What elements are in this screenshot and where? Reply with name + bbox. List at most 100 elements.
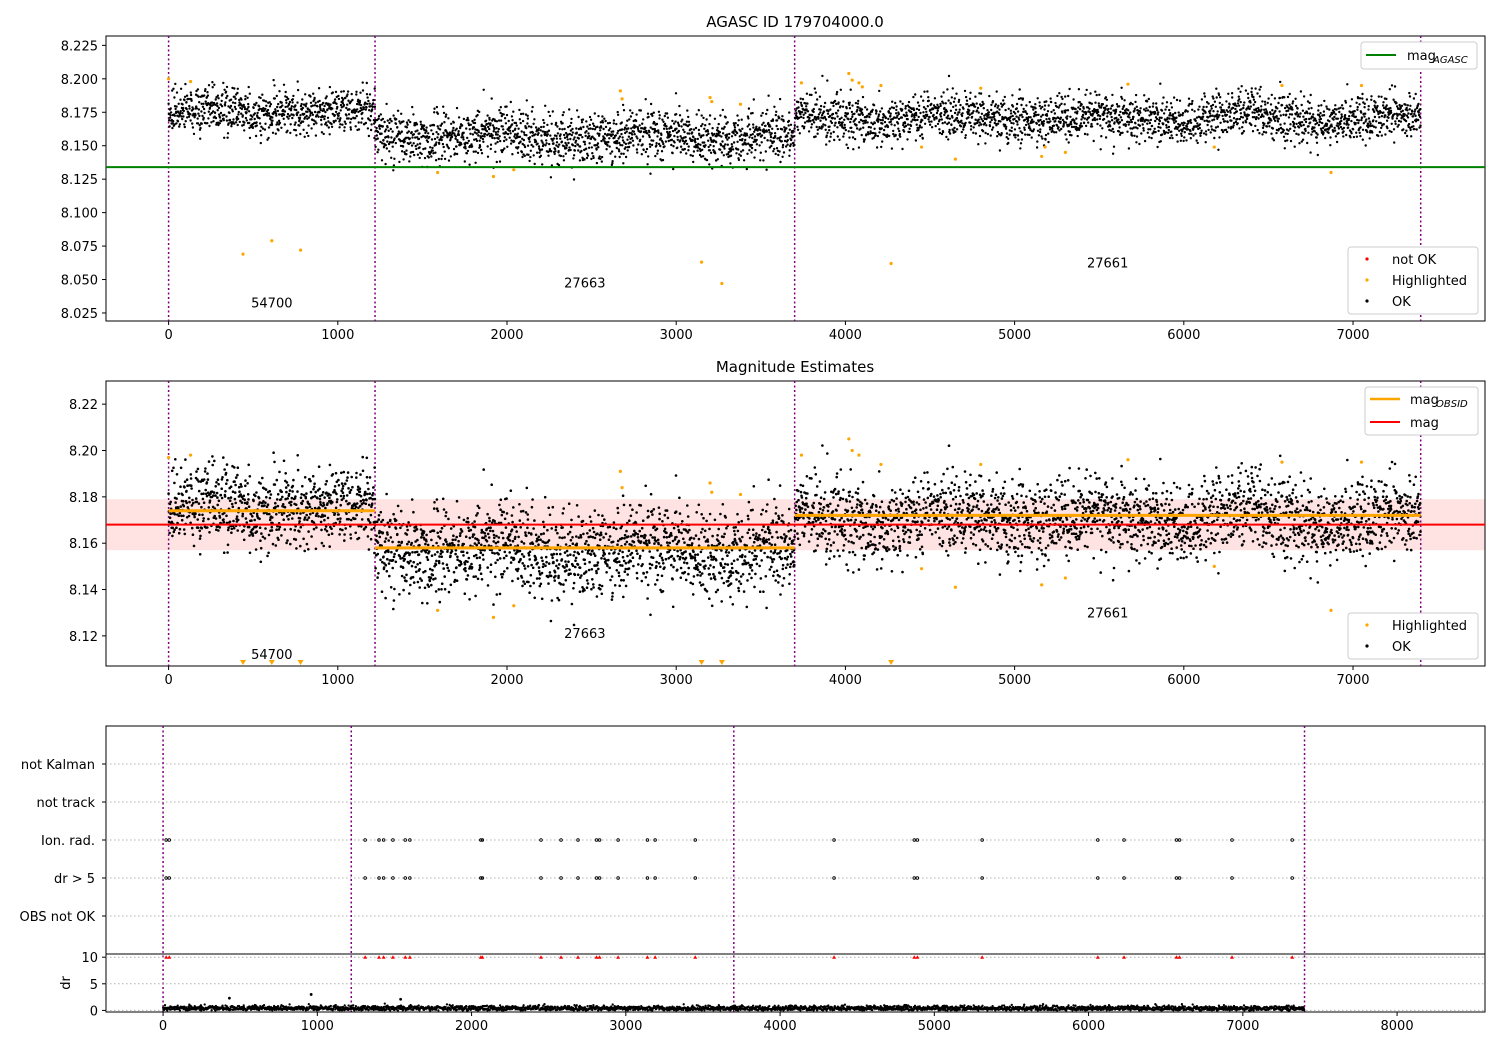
flag-point <box>1230 838 1234 842</box>
highlighted-point <box>620 97 624 101</box>
dr-clipped-marker <box>915 955 920 959</box>
y-tick-label: 8.14 <box>69 584 98 599</box>
highlighted-point <box>699 260 704 264</box>
flag-point <box>559 838 563 842</box>
x-tick-label: 2000 <box>455 1019 488 1034</box>
x-tick-label: 5000 <box>998 328 1031 343</box>
dr-clipped-marker <box>538 955 543 959</box>
flag-point <box>363 876 367 880</box>
flag-point <box>653 838 657 842</box>
x-tick-label: 1000 <box>321 328 354 343</box>
dr-clipped-marker <box>390 955 395 959</box>
flag-label-not-track: not track <box>36 796 95 811</box>
y-tick-label: 8.12 <box>69 630 98 645</box>
legend-mag-obsid-subscript: OBSID <box>1436 399 1468 410</box>
highlighted-point <box>708 481 712 485</box>
panel1-highlighted-points <box>167 71 1364 286</box>
dr-clipped-marker <box>381 955 386 959</box>
legend-mag-agasc-label: mag <box>1407 49 1436 64</box>
highlighted-point <box>298 248 303 252</box>
highlighted-point <box>241 252 245 256</box>
flag-point <box>403 876 407 880</box>
legend-mag-label: mag <box>1410 416 1439 431</box>
dr-clipped-marker <box>480 955 485 959</box>
out-of-range-marker <box>888 660 895 665</box>
flag-point <box>980 838 984 842</box>
highlighted-point <box>847 71 851 76</box>
highlighted-point <box>1329 170 1333 175</box>
flag-point <box>479 876 483 880</box>
x-tick-label: 3000 <box>609 1019 642 1034</box>
flag-point <box>480 838 485 842</box>
dr-clipped-marker <box>1122 955 1127 959</box>
highlighted-point <box>1063 150 1067 155</box>
x-tick-label: 5000 <box>918 1019 951 1034</box>
flag-point <box>539 838 543 842</box>
y-tick-label: 8.200 <box>61 73 98 88</box>
highlighted-point <box>919 567 924 571</box>
y-tick-label: 8.050 <box>61 274 98 289</box>
flag-point <box>479 838 483 842</box>
highlighted-point <box>491 174 496 179</box>
legend-highlighted-label: Highlighted <box>1392 274 1467 289</box>
highlighted-point <box>491 615 496 619</box>
panel1-obs-label-27661: 27661 <box>1087 256 1128 271</box>
flag-point <box>1122 838 1126 842</box>
panel1-obs-label-54700: 54700 <box>251 297 292 312</box>
x-tick-label: 0 <box>164 673 172 688</box>
flag-point <box>576 838 580 842</box>
highlighted-point <box>710 99 714 104</box>
flag-point <box>167 876 171 880</box>
flag-point <box>1177 876 1182 880</box>
highlighted-point <box>1043 145 1047 149</box>
dr-clipped-marker <box>559 955 564 959</box>
flag-point <box>164 838 168 842</box>
x-tick-label: 6000 <box>1167 328 1200 343</box>
x-tick-label: 8000 <box>1381 1019 1414 1034</box>
highlighted-point <box>189 79 193 84</box>
x-tick-label: 6000 <box>1167 673 1200 688</box>
panel1-title: AGASC ID 179704000.0 <box>706 13 884 31</box>
highlighted-point <box>953 157 957 161</box>
flag-point <box>693 838 697 842</box>
x-tick-label: 0 <box>159 1019 167 1034</box>
flag-point <box>391 876 395 880</box>
flag-label-ion-rad: Ion. rad. <box>41 834 95 849</box>
legend-mag-obsid-label: mag <box>1410 393 1439 408</box>
x-tick-label: 1000 <box>301 1019 334 1034</box>
y-tick-label: 8.16 <box>69 537 98 552</box>
panel2-obs-label-27661: 27661 <box>1087 606 1128 621</box>
highlighted-point <box>270 239 274 243</box>
dr-clipped-marker <box>1230 955 1235 959</box>
x-tick-label: 4000 <box>764 1019 797 1034</box>
x-tick-label: 4000 <box>829 328 862 343</box>
flag-point <box>408 876 412 880</box>
panel1-obs-label-27663: 27663 <box>564 277 605 292</box>
highlighted-point <box>879 83 883 88</box>
highlighted-point <box>620 485 624 490</box>
dr-clipped-marker <box>832 955 837 959</box>
flag-point <box>1230 876 1234 880</box>
highlighted-point <box>919 145 924 149</box>
panel4-frame <box>105 953 1486 1013</box>
dr-clipped-marker <box>576 955 581 959</box>
legend-mag-agasc: mag AGASC <box>1360 41 1478 70</box>
panel2-frame <box>105 380 1486 667</box>
flag-point <box>576 876 580 880</box>
flag-label-obs-not-ok: OBS not OK <box>20 910 96 925</box>
flag-point <box>1290 838 1294 842</box>
highlighted-point <box>1040 583 1044 587</box>
highlighted-point <box>857 453 861 457</box>
x-tick-label: 4000 <box>829 673 862 688</box>
dr-clipped-marker <box>912 955 917 959</box>
flag-point <box>539 876 543 880</box>
dr-clipped-marker <box>1095 955 1100 959</box>
flag-point <box>616 876 620 880</box>
y-tick-label: 8.20 <box>69 445 98 460</box>
flag-point <box>616 838 620 842</box>
y-tick-label: 8.18 <box>69 491 98 506</box>
flag-point <box>377 876 381 880</box>
dr-clipped-marker <box>167 955 172 959</box>
highlighted-point <box>167 455 171 460</box>
